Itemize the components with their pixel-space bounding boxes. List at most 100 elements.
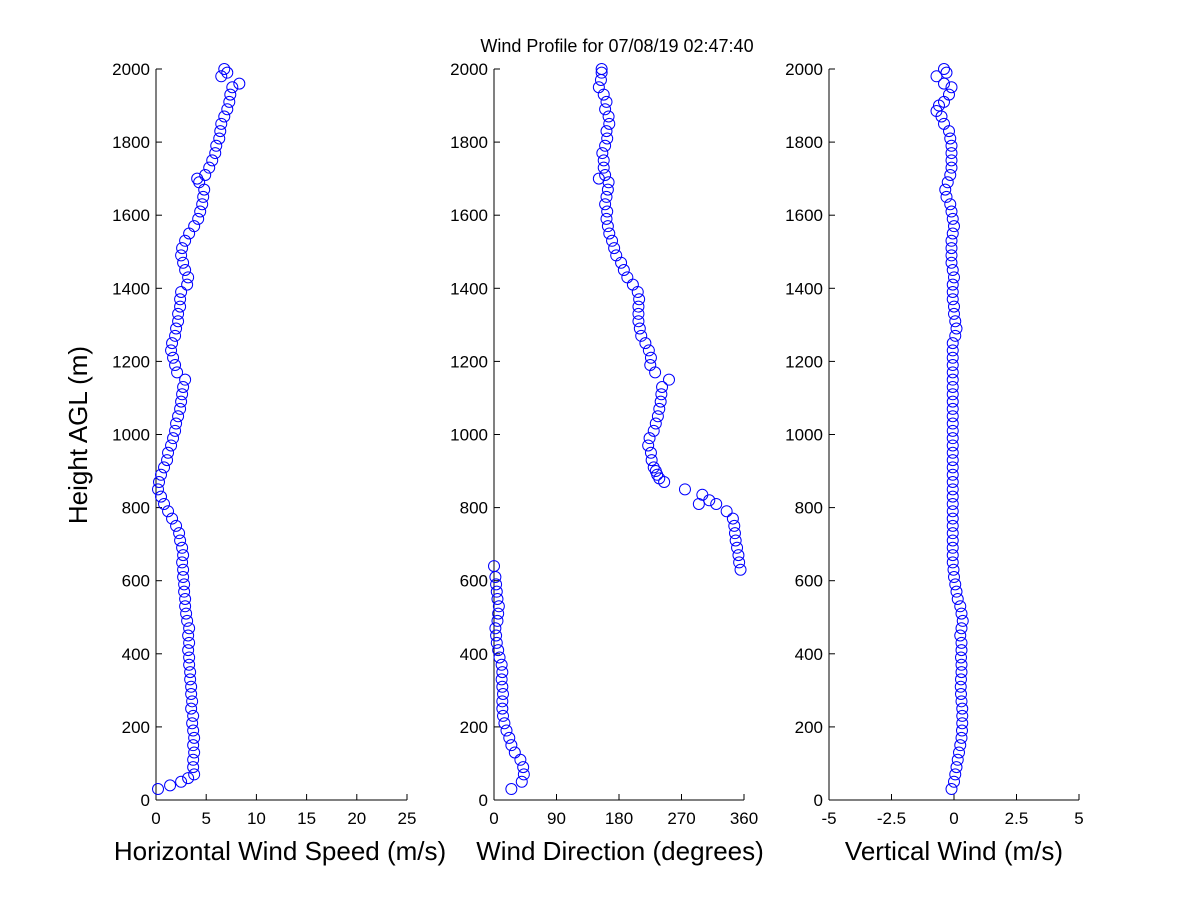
speed-data-point bbox=[221, 66, 234, 79]
speed-data-point bbox=[185, 688, 198, 701]
speed-data-point bbox=[182, 629, 195, 642]
vertical-data-point bbox=[955, 644, 968, 657]
direction-data-point bbox=[720, 505, 733, 518]
x-axis-label-speed: Horizontal Wind Speed (m/s) bbox=[114, 836, 446, 866]
vertical-data-point bbox=[946, 424, 959, 437]
direction-data-point bbox=[490, 578, 503, 591]
vertical-data-point bbox=[949, 315, 962, 328]
vertical-data-point bbox=[946, 395, 959, 408]
vertical-data-point bbox=[945, 256, 958, 269]
vertical-y-tick-label: 1600 bbox=[785, 206, 823, 225]
vertical-data-point bbox=[950, 761, 963, 774]
vertical-y-tick-label: 1400 bbox=[785, 279, 823, 298]
speed-data-point bbox=[172, 410, 185, 423]
direction-x-tick-label: 180 bbox=[605, 809, 633, 828]
direction-data-point bbox=[606, 234, 619, 247]
direction-data-point bbox=[595, 66, 608, 79]
vertical-data-point bbox=[955, 607, 968, 620]
vertical-data-point bbox=[939, 183, 952, 196]
vertical-data-point bbox=[946, 388, 959, 401]
direction-data-point bbox=[728, 527, 741, 540]
vertical-data-point bbox=[938, 117, 950, 130]
speed-data-point bbox=[176, 388, 189, 401]
direction-data-point bbox=[517, 761, 530, 774]
direction-data-point bbox=[728, 519, 741, 532]
speed-y-tick-label: 1000 bbox=[112, 426, 150, 445]
direction-data-point bbox=[595, 63, 608, 75]
vertical-data-point bbox=[954, 680, 967, 693]
direction-data-point bbox=[601, 205, 614, 218]
vertical-data-point bbox=[946, 505, 959, 518]
speed-data-point bbox=[165, 344, 178, 357]
vertical-data-point bbox=[946, 351, 959, 364]
vertical-data-point bbox=[950, 585, 963, 598]
vertical-data-point bbox=[940, 190, 953, 203]
speed-data-point bbox=[209, 147, 222, 160]
direction-data-point bbox=[710, 497, 723, 510]
speed-y-tick-label: 1200 bbox=[112, 352, 150, 371]
speed-data-point bbox=[176, 242, 189, 255]
direction-data-point bbox=[632, 300, 645, 313]
vertical-data-point bbox=[948, 300, 960, 313]
direction-data-point bbox=[492, 600, 505, 613]
direction-data-point bbox=[600, 190, 613, 203]
vertical-data-point bbox=[946, 264, 959, 277]
direction-y-tick-label: 800 bbox=[460, 499, 488, 518]
direction-data-point bbox=[597, 154, 610, 167]
speed-data-point bbox=[170, 322, 183, 335]
direction-y-tick-label: 1400 bbox=[450, 279, 488, 298]
direction-data-point bbox=[505, 783, 518, 796]
vertical-data-point bbox=[948, 307, 960, 320]
speed-data-point bbox=[197, 190, 210, 203]
speed-data-point bbox=[183, 651, 196, 664]
speed-y-tick-label: 2000 bbox=[112, 60, 150, 79]
speed-data-point bbox=[214, 125, 227, 138]
vertical-data-point bbox=[946, 366, 959, 379]
speed-y-tick-label: 400 bbox=[122, 645, 150, 664]
direction-data-point bbox=[489, 622, 502, 635]
direction-data-point bbox=[505, 739, 518, 752]
vertical-data-point bbox=[955, 622, 968, 635]
speed-data-point bbox=[153, 476, 166, 489]
direction-data-point bbox=[647, 424, 660, 437]
vertical-x-tick-label: 2.5 bbox=[1005, 809, 1029, 828]
direction-data-point bbox=[645, 454, 658, 467]
direction-data-point bbox=[497, 709, 510, 722]
vertical-y-tick-label: 600 bbox=[795, 572, 823, 591]
speed-data-point bbox=[175, 249, 188, 262]
speed-data-point bbox=[177, 380, 190, 393]
direction-data-point bbox=[726, 512, 739, 525]
direction-data-point bbox=[635, 329, 648, 342]
direction-y-tick-label: 1600 bbox=[450, 206, 488, 225]
vertical-data-point bbox=[955, 658, 968, 671]
vertical-data-point bbox=[946, 476, 959, 489]
vertical-data-point bbox=[945, 783, 958, 796]
vertical-data-point bbox=[946, 446, 959, 459]
vertical-data-point bbox=[956, 709, 969, 722]
speed-data-point bbox=[167, 432, 180, 445]
direction-data-point bbox=[600, 95, 613, 108]
speed-x-tick-label: 10 bbox=[247, 809, 266, 828]
speed-data-point bbox=[224, 88, 237, 101]
direction-data-point bbox=[596, 147, 609, 160]
direction-data-point bbox=[601, 132, 614, 145]
speed-data-point bbox=[196, 198, 209, 211]
vertical-data-point bbox=[949, 768, 962, 781]
vertical-data-point bbox=[949, 329, 962, 342]
direction-x-tick-label: 90 bbox=[547, 809, 566, 828]
direction-y-tick-label: 200 bbox=[460, 718, 488, 737]
vertical-data-point bbox=[946, 512, 959, 525]
speed-data-point bbox=[166, 512, 179, 525]
direction-data-point bbox=[601, 183, 614, 196]
speed-data-point bbox=[175, 775, 188, 788]
direction-data-point bbox=[608, 242, 621, 255]
vertical-data-point bbox=[945, 81, 958, 94]
vertical-x-tick-label: -2.5 bbox=[877, 809, 906, 828]
direction-y-tick-label: 1200 bbox=[450, 352, 488, 371]
direction-x-tick-label: 360 bbox=[730, 809, 758, 828]
speed-data-point bbox=[215, 117, 228, 130]
direction-data-point bbox=[643, 432, 656, 445]
speed-data-point bbox=[166, 337, 179, 350]
speed-data-point bbox=[188, 220, 201, 233]
